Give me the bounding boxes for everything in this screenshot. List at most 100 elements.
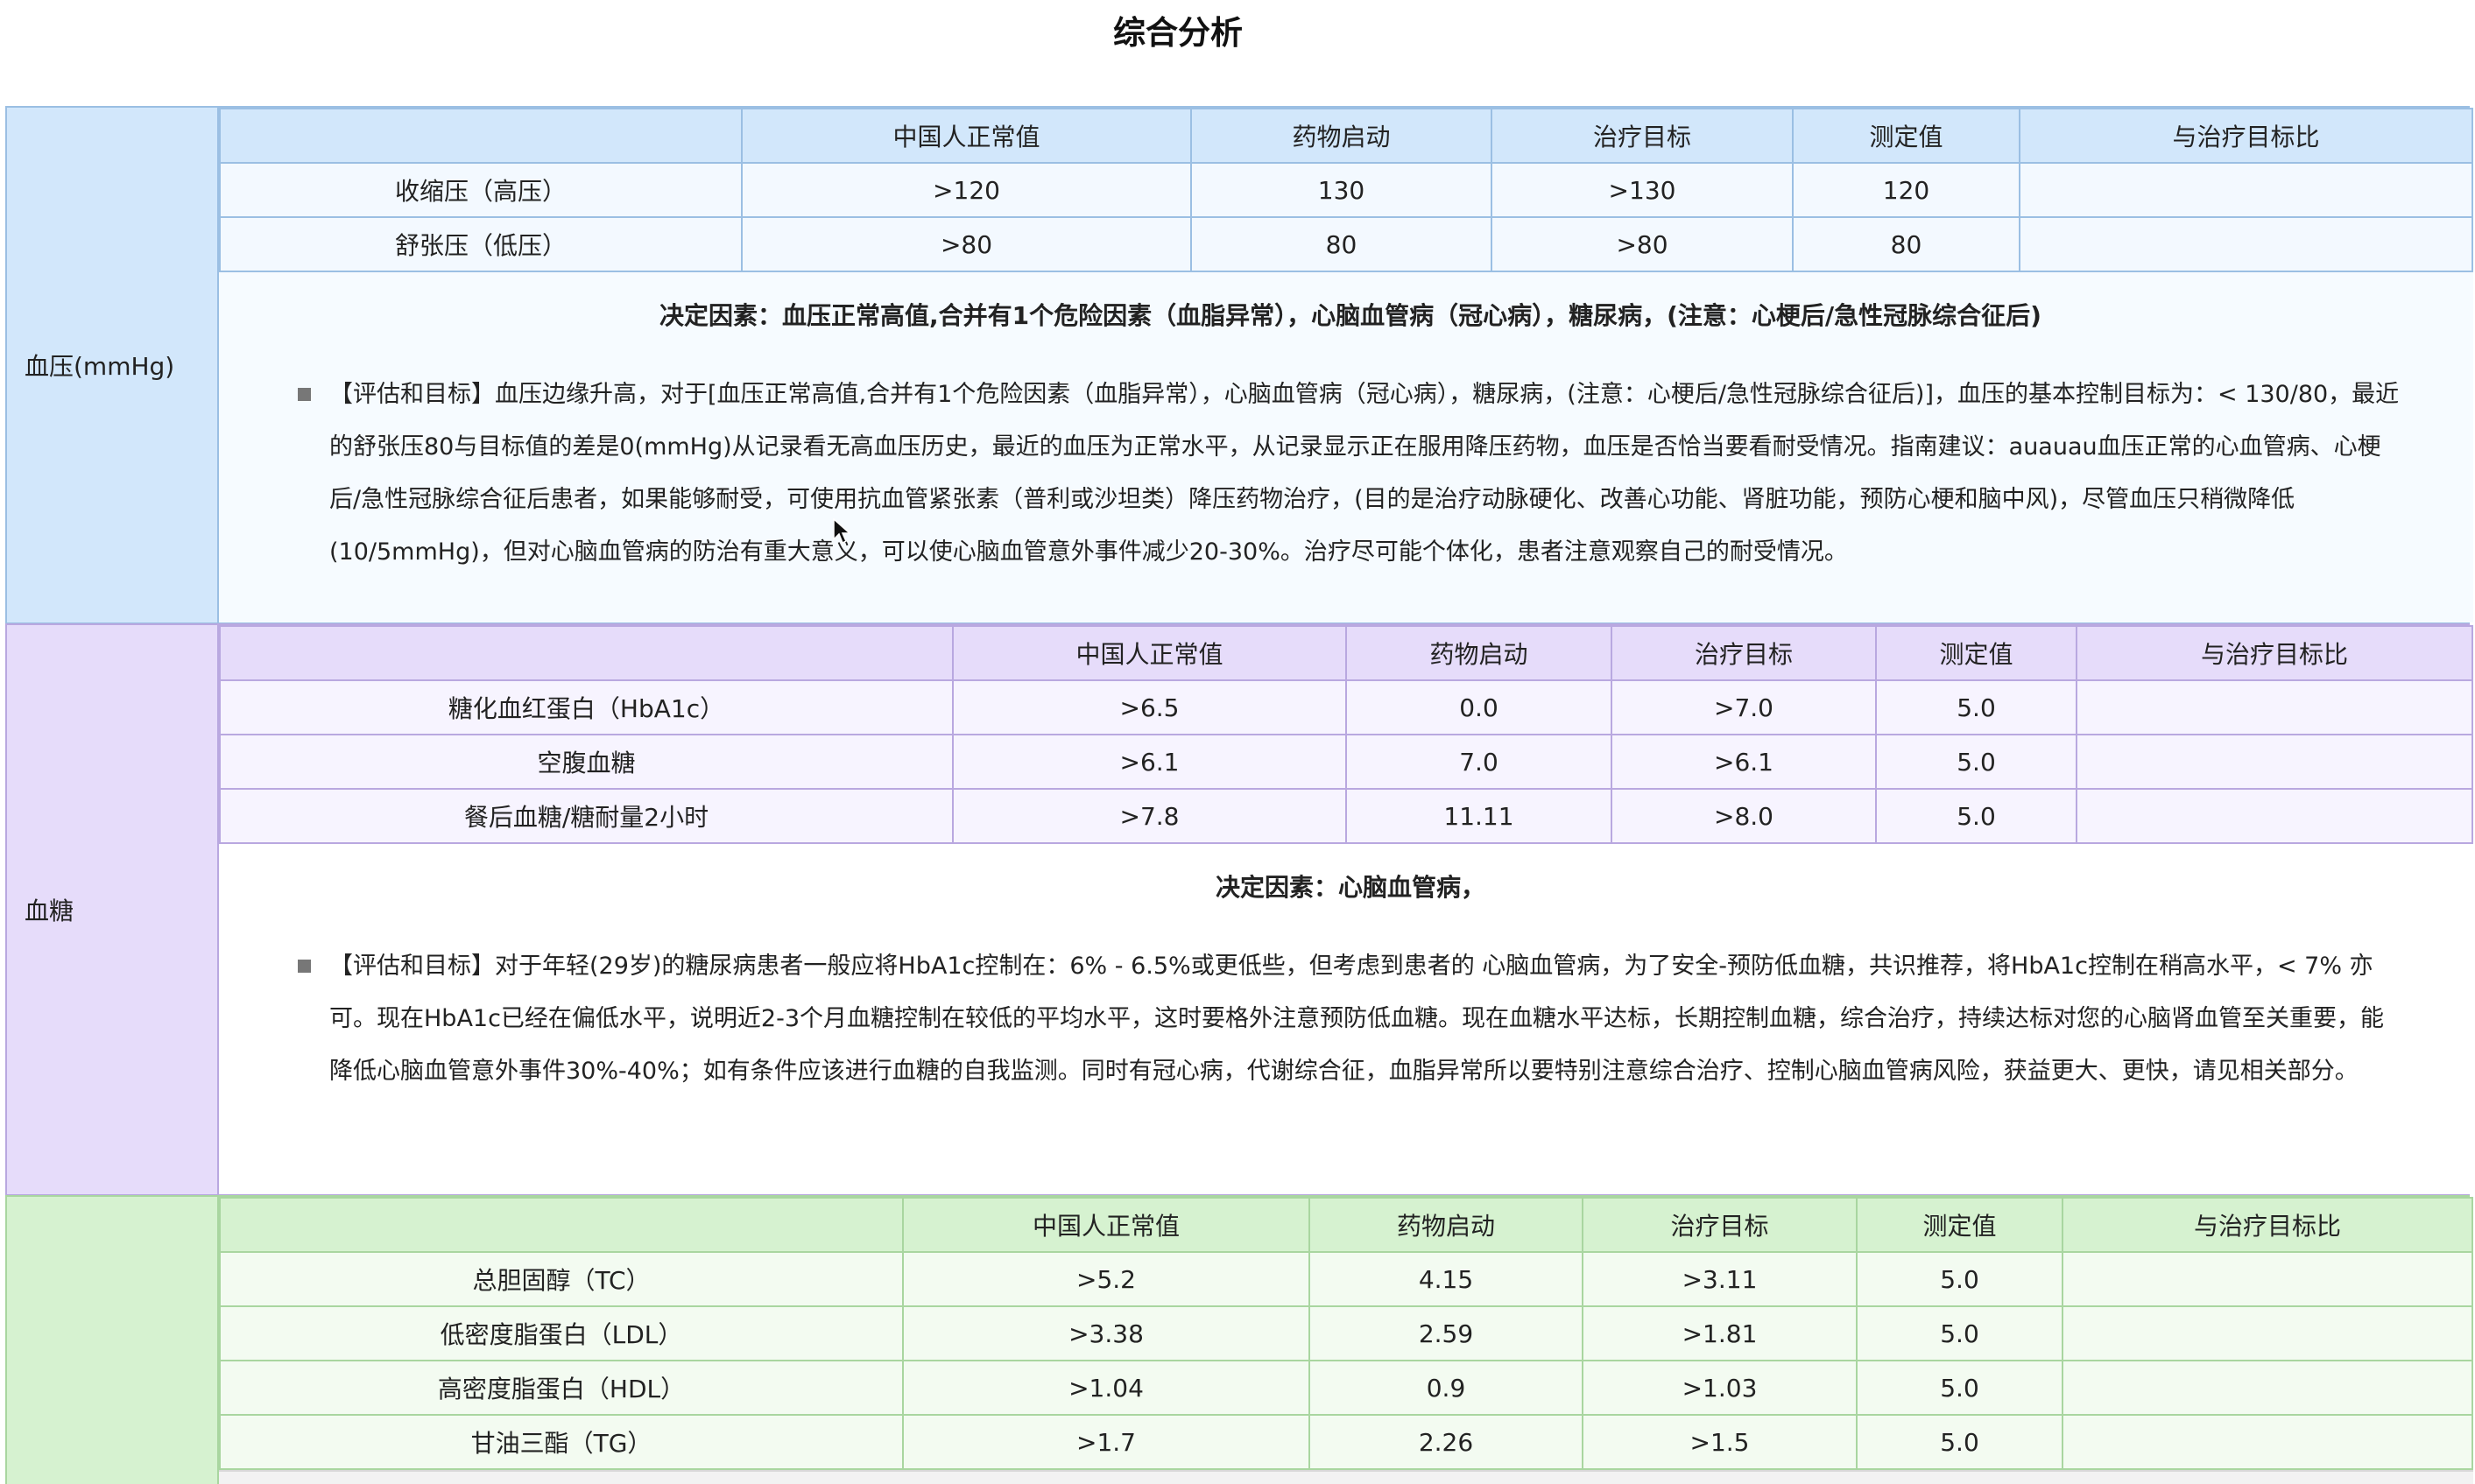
table-cell: >120 (741, 162, 1192, 218)
determining-factor: 决定因素：血压正常高值,合并有1个危险因素（血脂异常），心脑血管病（冠心病），糖… (659, 301, 2041, 330)
metric-name-cell: 高密度脂蛋白（HDL） (219, 1360, 904, 1416)
table-row: 餐后血糖/糖耐量2小时 >7.8 11.11 >8.0 5.0 (219, 788, 2473, 844)
table-row: 甘油三酯（TG） >1.7 2.26 >1.5 5.0 (219, 1414, 2473, 1470)
metric-name-cell: 甘油三酯（TG） (219, 1414, 904, 1470)
blood-pressure-table: 中国人正常值 药物启动 治疗目标 测定值 与治疗目标比 收缩压（高压） >120… (219, 108, 2473, 272)
table-row: 总胆固醇（TC） >5.2 4.15 >3.11 5.0 (219, 1251, 2473, 1307)
table-cell: >1.03 (1582, 1360, 1858, 1416)
assessment-text: 【评估和目标】血压边缘升高，对于[血压正常高值,合并有1个危险因素（血脂异常），… (329, 381, 2400, 566)
header-cell: 中国人正常值 (741, 108, 1192, 164)
table-row: 收缩压（高压） >120 130 >130 120 (219, 162, 2473, 218)
table-row: 空腹血糖 >6.1 7.0 >6.1 5.0 (219, 734, 2473, 790)
header-cell: 与治疗目标比 (2076, 625, 2473, 681)
header-cell: 中国人正常值 (902, 1197, 1310, 1253)
header-cell: 测定值 (1856, 1197, 2063, 1253)
header-cell: 与治疗目标比 (2019, 108, 2473, 164)
header-cell (219, 108, 743, 164)
table-cell: 5.0 (1875, 788, 2077, 844)
table-cell: 80 (1792, 216, 2020, 272)
blood-pressure-section: 血压(mmHg) 中国人正常值 药物启动 治疗目标 测定值 与治疗目标比 (5, 106, 2473, 624)
table-row: 舒张压（低压） >80 80 >80 80 (219, 216, 2473, 272)
header-cell: 药物启动 (1308, 1197, 1583, 1253)
table-cell (2062, 1360, 2473, 1416)
table-cell: >1.5 (1582, 1414, 1858, 1470)
table-cell: >1.04 (902, 1360, 1310, 1416)
table-cell: >80 (1491, 216, 1794, 272)
table-cell: 11.11 (1345, 788, 1612, 844)
table-cell: 5.0 (1856, 1251, 2063, 1307)
table-row: 高密度脂蛋白（HDL） >1.04 0.9 >1.03 5.0 (219, 1360, 2473, 1416)
table-header-row: 中国人正常值 药物启动 治疗目标 测定值 与治疗目标比 (219, 1197, 2473, 1253)
table-cell: 0.0 (1345, 679, 1612, 735)
table-cell: >7.0 (1611, 679, 1877, 735)
determining-factor: 决定因素：心脑血管病， (1215, 873, 1485, 902)
table-cell: >80 (741, 216, 1192, 272)
metric-name-cell: 收缩压（高压） (219, 162, 743, 218)
blood-lipid-label (7, 1197, 219, 1484)
table-cell (2019, 162, 2473, 218)
mouse-pointer-icon (833, 518, 850, 545)
table-header-row: 中国人正常值 药物启动 治疗目标 测定值 与治疗目标比 (219, 108, 2473, 164)
header-cell (219, 625, 954, 681)
header-cell: 药物启动 (1190, 108, 1492, 164)
assessment-text: 【评估和目标】对于年轻(29岁)的糖尿病患者一般应将HbA1c控制在：6% - … (329, 953, 2385, 1085)
header-cell: 中国人正常值 (952, 625, 1347, 681)
table-cell: >130 (1491, 162, 1794, 218)
metric-name-cell: 餐后血糖/糖耐量2小时 (219, 788, 954, 844)
table-cell: 120 (1792, 162, 2020, 218)
table-cell: >8.0 (1611, 788, 1877, 844)
table-cell (2076, 679, 2473, 735)
header-cell: 治疗目标 (1611, 625, 1877, 681)
table-cell (2019, 216, 2473, 272)
table-cell: 2.59 (1308, 1305, 1583, 1361)
blood-pressure-label: 血压(mmHg) (7, 108, 219, 622)
table-cell (2062, 1251, 2473, 1307)
metric-name-cell: 总胆固醇（TC） (219, 1251, 904, 1307)
table-cell: >7.8 (952, 788, 1347, 844)
table-cell: >1.81 (1582, 1305, 1858, 1361)
metric-name-cell: 低密度脂蛋白（LDL） (219, 1305, 904, 1361)
bullet-square-icon (298, 388, 311, 401)
header-cell (219, 1197, 904, 1253)
table-cell: 5.0 (1856, 1360, 2063, 1416)
table-cell (2076, 734, 2473, 790)
table-cell (2062, 1305, 2473, 1361)
assessment-item: 【评估和目标】血压边缘升高，对于[血压正常高值,合并有1个危险因素（血脂异常），… (298, 369, 2403, 579)
blood-sugar-analysis: 决定因素：心脑血管病， 【评估和目标】对于年轻(29岁)的糖尿病患者一般应将Hb… (219, 844, 2473, 1194)
blood-sugar-section: 血糖 中国人正常值 药物启动 治疗目标 测定值 与治疗目标比 (5, 623, 2473, 1196)
table-cell: >3.11 (1582, 1251, 1858, 1307)
table-cell: >1.7 (902, 1414, 1310, 1470)
blood-pressure-analysis: 决定因素：血压正常高值,合并有1个危险因素（血脂异常），心脑血管病（冠心病），糖… (219, 272, 2473, 622)
header-cell: 与治疗目标比 (2062, 1197, 2473, 1253)
assessment-item: 【评估和目标】对于年轻(29岁)的糖尿病患者一般应将HbA1c控制在：6% - … (298, 940, 2403, 1098)
table-cell: 5.0 (1856, 1305, 2063, 1361)
table-cell: >6.1 (952, 734, 1347, 790)
blood-lipid-analysis (219, 1470, 2473, 1484)
blood-lipid-table: 中国人正常值 药物启动 治疗目标 测定值 与治疗目标比 总胆固醇（TC） >5.… (219, 1197, 2473, 1470)
table-cell: 0.9 (1308, 1360, 1583, 1416)
header-cell: 治疗目标 (1582, 1197, 1858, 1253)
table-cell: 5.0 (1875, 679, 2077, 735)
blood-sugar-table: 中国人正常值 药物启动 治疗目标 测定值 与治疗目标比 糖化血红蛋白（HbA1c… (219, 625, 2473, 844)
table-cell: 5.0 (1875, 734, 2077, 790)
header-cell: 药物启动 (1345, 625, 1612, 681)
table-cell: 2.26 (1308, 1414, 1583, 1470)
blood-sugar-label: 血糖 (7, 625, 219, 1194)
metric-name-cell: 空腹血糖 (219, 734, 954, 790)
table-cell: 130 (1190, 162, 1492, 218)
table-cell: >5.2 (902, 1251, 1310, 1307)
table-row: 糖化血红蛋白（HbA1c） >6.5 0.0 >7.0 5.0 (219, 679, 2473, 735)
header-cell: 测定值 (1792, 108, 2020, 164)
metric-name-cell: 糖化血红蛋白（HbA1c） (219, 679, 954, 735)
header-cell: 测定值 (1875, 625, 2077, 681)
table-cell: 4.15 (1308, 1251, 1583, 1307)
table-cell: 7.0 (1345, 734, 1612, 790)
header-cell: 治疗目标 (1491, 108, 1794, 164)
metric-name-cell: 舒张压（低压） (219, 216, 743, 272)
table-cell (2062, 1414, 2473, 1470)
table-cell: >3.38 (902, 1305, 1310, 1361)
blood-lipid-section: 中国人正常值 药物启动 治疗目标 测定值 与治疗目标比 总胆固醇（TC） >5.… (5, 1195, 2473, 1484)
table-cell: >6.1 (1611, 734, 1877, 790)
page-title: 综合分析 (1113, 14, 1243, 52)
